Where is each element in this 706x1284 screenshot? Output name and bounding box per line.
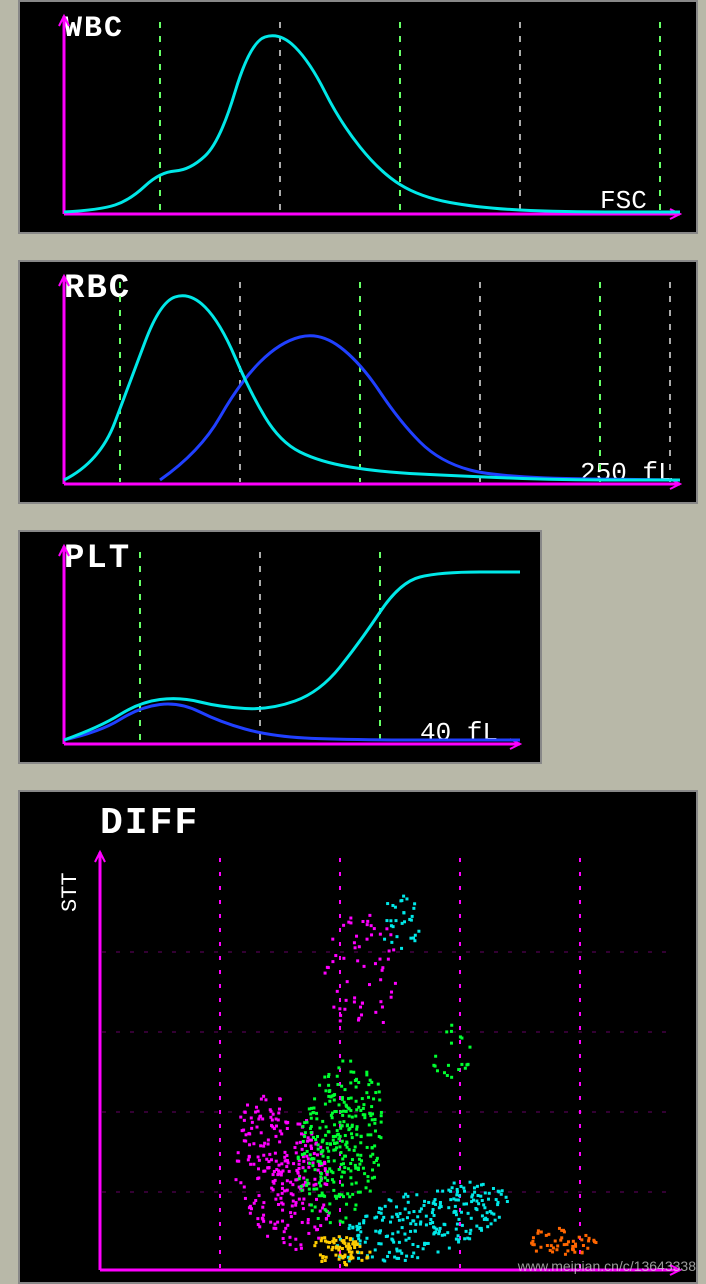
chart-panel-wbc: WBCFSC (18, 0, 698, 234)
chart-svg-wbc (20, 2, 696, 232)
chart-svg-plt (20, 532, 540, 762)
chart-svg-rbc (20, 262, 696, 502)
chart-panel-rbc: RBC250 fL (18, 260, 698, 504)
watermark: www.meipian.cn/c/13643338 (518, 1258, 696, 1274)
chart-svg-diff (20, 792, 696, 1282)
chart-panel-diff: DIFFSTT (18, 790, 698, 1284)
chart-panel-plt: PLT40 fL (18, 530, 542, 764)
